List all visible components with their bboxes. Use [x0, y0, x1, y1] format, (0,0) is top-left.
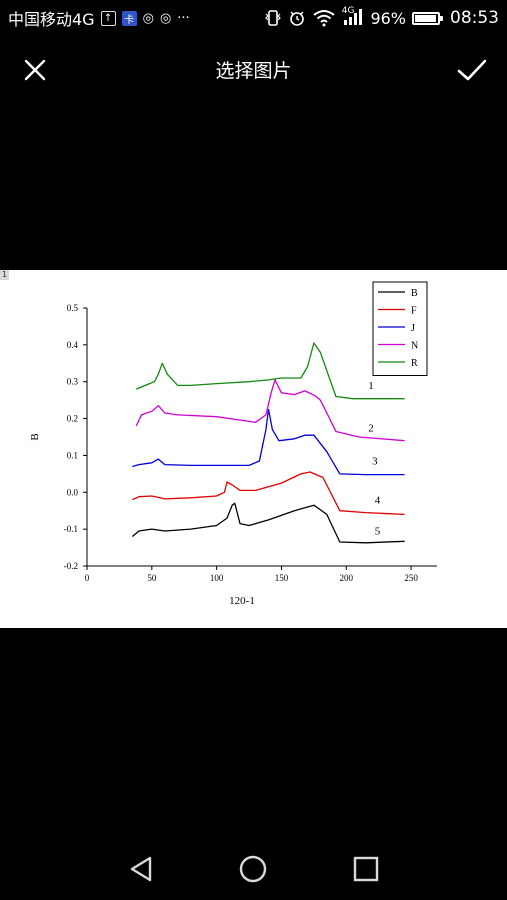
more-notifications-icon: ··· [177, 10, 190, 26]
curve-number-label: 3 [372, 456, 378, 468]
series-line-N [135, 379, 405, 442]
x-tick-label: 100 [210, 573, 224, 583]
x-tick-label: 0 [85, 573, 90, 583]
upload-icon: ↑ [100, 10, 116, 26]
curve-number-label: 2 [368, 422, 374, 434]
y-tick-label: -0.2 [64, 561, 78, 571]
x-axis-label: 120-1 [229, 595, 255, 607]
y-tick-label: 0.5 [67, 303, 79, 313]
y-tick-label: -0.1 [64, 524, 78, 534]
x-tick-label: 200 [340, 573, 354, 583]
cat-app-icon: ◎ [142, 10, 154, 26]
top-bar: 选择图片 [0, 36, 507, 102]
wifi-icon [313, 10, 335, 27]
line-chart: -0.2-0.10.00.10.20.30.40.50 50 100 150 200 25… [29, 281, 437, 607]
recent-apps-button[interactable] [346, 849, 386, 889]
recent-square-icon [353, 856, 379, 882]
series-line-B [131, 502, 405, 544]
legend-label: R [411, 358, 418, 369]
home-button[interactable] [233, 849, 273, 889]
clock-time: 08:53 [450, 8, 499, 28]
legend-label: N [411, 341, 418, 352]
y-tick-label: 0.4 [67, 340, 79, 350]
back-button[interactable] [121, 849, 161, 889]
status-bar: 中国移动4G ↑ 卡 ◎ ◎ ··· [0, 0, 507, 36]
legend-label: J [411, 323, 415, 334]
legend-label: F [411, 306, 417, 317]
x-tick-label: 250 [404, 573, 418, 583]
series-line-R [136, 342, 405, 400]
x-tick-label: 50 [147, 573, 157, 583]
app-notification-icon: 卡 [121, 10, 137, 26]
network-type-label: 4G [341, 6, 355, 16]
close-icon [24, 59, 46, 81]
series-line-F [132, 471, 405, 516]
y-tick-label: 0.0 [67, 487, 79, 497]
navigation-bar [0, 838, 507, 900]
curve-number-label: 1 [368, 380, 374, 392]
carrier-label: 中国移动4G [8, 10, 95, 29]
page-title: 选择图片 [215, 60, 292, 82]
close-button[interactable] [13, 48, 57, 92]
y-tick-label: 0.3 [67, 377, 79, 387]
series-line-J [132, 408, 405, 476]
battery-icon [412, 11, 443, 25]
y-tick-label: 0.1 [67, 450, 78, 460]
curve-number-label: 5 [375, 526, 381, 538]
vibrate-icon [264, 10, 281, 26]
legend-box [372, 281, 428, 376]
home-circle-icon [239, 855, 267, 883]
image-corner-label: 1 [0, 270, 9, 280]
x-tick-label: 150 [275, 573, 289, 583]
cat-app-icon-2: ◎ [159, 10, 172, 26]
curve-number-label: 4 [375, 494, 381, 506]
back-triangle-icon [130, 856, 152, 882]
checkmark-icon [457, 59, 487, 81]
battery-percent: 96% [370, 8, 406, 28]
selected-image-preview[interactable]: 1 -0.2 -0.1 0.0 0.1 0.2 0.3 0.4 0.5 0 50 100 150 200… [0, 270, 507, 628]
battery-level-fill [415, 14, 437, 22]
confirm-button[interactable] [450, 48, 494, 92]
cellular-signal-icon [342, 8, 362, 29]
y-axis-label: B [29, 433, 41, 440]
y-tick-label: 0.2 [67, 414, 78, 424]
alarm-icon [289, 11, 304, 26]
legend-label: B [411, 288, 418, 299]
